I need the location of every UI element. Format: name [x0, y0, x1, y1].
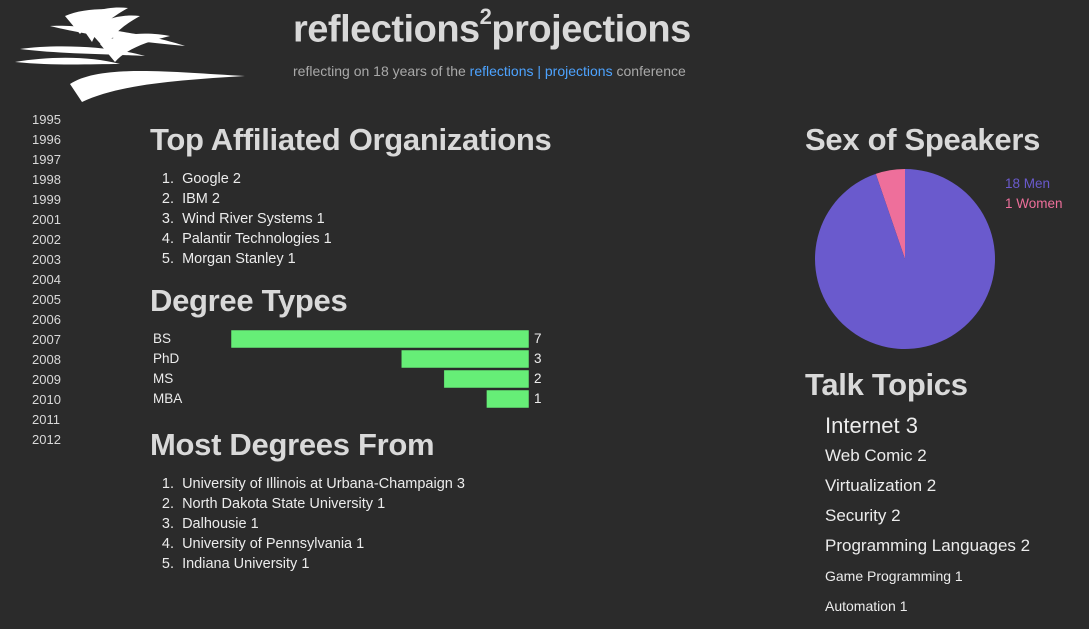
topic-item: Internet 3	[825, 413, 918, 438]
topic-item: Security 2	[825, 506, 901, 525]
list-item: 4. Palantir Technologies 1	[150, 229, 332, 249]
topics-list: Internet 3 Web Comic 2 Virtualization 2 Sec…	[825, 411, 1030, 621]
year-item[interactable]: 2012	[32, 432, 61, 447]
bar-value-label: 2	[534, 371, 542, 386]
tagline-suffix: conference	[612, 63, 686, 79]
year-item[interactable]: 2009	[32, 372, 61, 387]
year-item[interactable]: 2001	[32, 212, 61, 227]
list-item: 4. University of Pennsylvania 1	[150, 534, 465, 554]
year-item[interactable]: 2007	[32, 332, 61, 347]
bar	[401, 349, 530, 369]
list-text: Morgan Stanley 1	[182, 251, 296, 267]
list-item: 2. IBM 2	[150, 189, 332, 209]
list-text: Indiana University 1	[182, 556, 310, 572]
list-item: 5. Indiana University 1	[150, 554, 465, 574]
orgs-heading: Top Affiliated Organizations	[150, 122, 552, 157]
list-text: Dalhousie 1	[182, 516, 259, 532]
list-item: 2. North Dakota State University 1	[150, 494, 465, 514]
year-item[interactable]: 1998	[32, 172, 61, 187]
year-item[interactable]: 2005	[32, 292, 61, 307]
topic-item: Automation 1	[825, 598, 908, 614]
bar-category-label: MS	[153, 371, 173, 386]
bar-value-label: 1	[534, 391, 542, 406]
list-text: North Dakota State University 1	[182, 496, 386, 512]
topics-heading: Talk Topics	[805, 367, 968, 402]
list-text: IBM 2	[182, 191, 220, 207]
list-item: 1. Google 2	[150, 169, 332, 189]
topic-item: Virtualization 2	[825, 476, 937, 495]
year-item[interactable]: 2008	[32, 352, 61, 367]
page-title: reflections2projections	[293, 4, 691, 52]
list-number: 2.	[161, 496, 174, 512]
list-number: 1.	[161, 171, 174, 187]
list-number: 3.	[161, 211, 174, 227]
list-item: 3. Wind River Systems 1	[150, 209, 332, 229]
year-item[interactable]: 2004	[32, 272, 61, 287]
year-item[interactable]: 2003	[32, 252, 61, 267]
list-text: Google 2	[182, 171, 241, 187]
list-number: 4.	[161, 231, 174, 247]
topic-item: Game Programming 1	[825, 568, 963, 584]
topic-item: Programming Languages 2	[825, 536, 1031, 555]
bar	[230, 329, 530, 349]
title-end: projections	[491, 8, 691, 51]
list-number: 1.	[161, 476, 174, 492]
schools-list: 1. University of Illinois at Urbana-Cham…	[150, 474, 465, 574]
pie-slice	[815, 169, 995, 349]
year-item[interactable]: 1999	[32, 192, 61, 207]
degree-types-chart: BS 7 PhD 3 MS 2 MBA 1	[153, 329, 542, 409]
list-text: Palantir Technologies 1	[182, 231, 332, 247]
sex-heading: Sex of Speakers	[805, 122, 1041, 157]
tagline: reflecting on 18 years of the reflection…	[293, 63, 686, 79]
bar-value-label: 7	[534, 331, 542, 346]
list-text: University of Illinois at Urbana-Champai…	[182, 476, 465, 492]
degree-types-heading: Degree Types	[150, 283, 348, 318]
year-item[interactable]: 1996	[32, 132, 61, 147]
list-item: 3. Dalhousie 1	[150, 514, 465, 534]
title-superscript: 2	[479, 4, 492, 29]
bar-category-label: PhD	[153, 351, 180, 366]
list-number: 5.	[161, 251, 174, 267]
tagline-prefix: reflecting on 18 years of the	[293, 63, 470, 79]
pie-slice	[875, 169, 905, 259]
list-number: 2.	[161, 191, 174, 207]
list-number: 4.	[161, 536, 174, 552]
list-item: 1. University of Illinois at Urbana-Cham…	[150, 474, 465, 494]
bar	[443, 369, 530, 389]
bar	[486, 389, 530, 409]
pie-legend-label: 1 Women	[1005, 196, 1063, 211]
year-item[interactable]: 2011	[32, 412, 60, 427]
title-main: reflections	[293, 8, 480, 51]
sex-pie-chart: 18 Men 1 Women	[815, 169, 1063, 349]
pie-legend-label: 18 Men	[1005, 176, 1050, 191]
schools-heading: Most Degrees From	[150, 427, 435, 462]
bar-category-label: MBA	[153, 391, 182, 406]
year-item[interactable]: 1997	[32, 152, 61, 167]
conference-link[interactable]: reflections | projections	[469, 63, 613, 79]
orgs-list: 1. Google 2 2. IBM 2 3. Wind River Systems…	[150, 169, 332, 269]
logo	[15, 7, 245, 102]
topic-item: Web Comic 2	[825, 446, 927, 465]
list-item: 5. Morgan Stanley 1	[150, 249, 332, 269]
year-item[interactable]: 2010	[32, 392, 61, 407]
bar-value-label: 3	[534, 351, 542, 366]
list-number: 5.	[161, 556, 174, 572]
year-item[interactable]: 2006	[32, 312, 61, 327]
list-number: 3.	[161, 516, 174, 532]
list-text: Wind River Systems 1	[182, 211, 325, 227]
year-item[interactable]: 1995	[32, 112, 61, 127]
year-item[interactable]: 2002	[32, 232, 61, 247]
year-list: 1995 1996 1997 1998 1999 2001 2002 2003 2004 2005…	[32, 110, 61, 450]
list-text: University of Pennsylvania 1	[182, 536, 365, 552]
bar-category-label: BS	[153, 331, 171, 346]
